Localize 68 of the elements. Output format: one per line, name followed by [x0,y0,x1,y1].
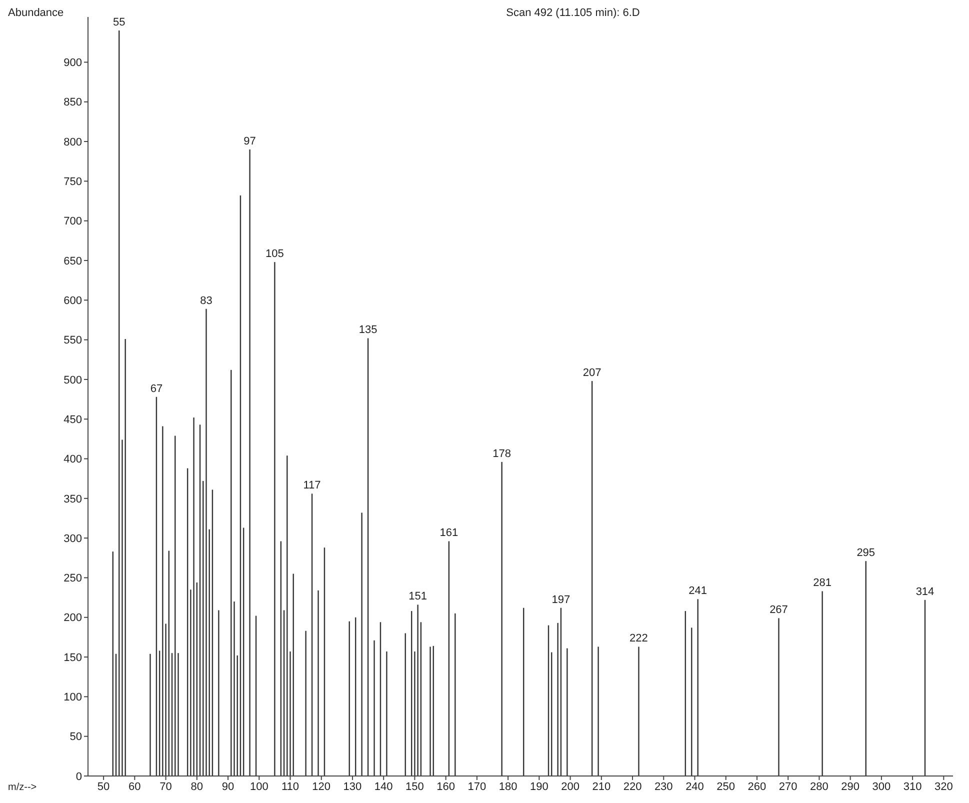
x-tick-label: 170 [468,781,486,793]
annotation: 151 [408,590,427,603]
chart-title: Scan 492 (11.105 min): 6.D [506,7,640,19]
y-tick-label: 750 [64,176,82,188]
y-tick-label: 400 [64,454,82,466]
annotation: 241 [688,585,708,598]
annotation: 135 [358,324,378,336]
x-tick-label: 230 [654,781,673,793]
annotation: 55 [112,16,126,28]
y-tick-label: 650 [64,255,82,268]
y-tick-label: 900 [64,57,82,70]
annotation: 105 [266,248,284,260]
y-tick-label: 450 [64,414,82,426]
x-tick-label: 60 [128,781,141,793]
x-tick-label: 270 [778,781,798,793]
annotation: 267 [770,604,788,616]
y-tick-label: 100 [64,692,82,704]
x-tick-label: 70 [160,781,172,793]
x-tick-label: 180 [498,781,518,793]
annotation: 161 [440,527,458,540]
annotation: 117 [303,480,321,492]
x-tick-label: 160 [436,781,456,793]
x-tick-label: 220 [623,781,642,793]
annotation: 197 [552,594,570,606]
annotation: 97 [244,135,256,148]
x-tick-label: 90 [222,781,234,793]
x-tick-label: 190 [530,781,548,793]
x-tick-label: 50 [97,781,110,793]
y-tick-label: 300 [64,532,82,545]
x-tick-label: 110 [281,781,300,793]
x-tick-label: 250 [716,781,736,793]
y-tick-label: 600 [64,294,82,307]
y-tick-label: 50 [70,731,82,744]
x-tick-label: 130 [343,781,362,793]
y-axis-title: Abundance [8,7,64,19]
x-tick-label: 140 [374,781,393,793]
x-tick-label: 280 [810,781,828,793]
annotation: 207 [582,367,602,380]
annotation: 222 [630,632,648,645]
y-tick-label: 350 [64,493,82,506]
y-tick-label: 800 [64,136,82,148]
annotation: 178 [492,448,512,460]
x-tick-label: 210 [592,781,611,793]
x-tick-label: 240 [686,781,704,793]
x-axis-title: m/z--> [8,782,37,793]
x-tick-label: 80 [190,781,204,793]
x-tick-label: 300 [872,781,891,793]
x-tick-label: 100 [250,781,268,793]
x-tick-label: 150 [406,781,424,793]
annotation: 281 [813,577,832,590]
annotation: 295 [856,547,876,560]
annotation: 83 [200,294,212,307]
x-tick-label: 200 [561,781,580,793]
y-tick-label: 200 [64,612,82,624]
x-tick-label: 320 [934,781,953,793]
annotation: 314 [916,586,934,598]
y-tick-label: 850 [64,96,82,109]
x-tick-label: 260 [748,781,766,793]
x-tick-label: 310 [903,781,922,793]
y-tick-label: 150 [64,652,82,664]
y-tick-label: 0 [76,770,82,783]
y-tick-label: 550 [64,334,82,347]
y-tick-label: 500 [64,374,82,386]
y-tick-label: 700 [64,216,82,228]
x-tick-label: 120 [312,781,331,793]
y-tick-label: 250 [64,572,82,585]
x-tick-label: 290 [841,781,860,793]
annotation: 67 [150,382,163,395]
